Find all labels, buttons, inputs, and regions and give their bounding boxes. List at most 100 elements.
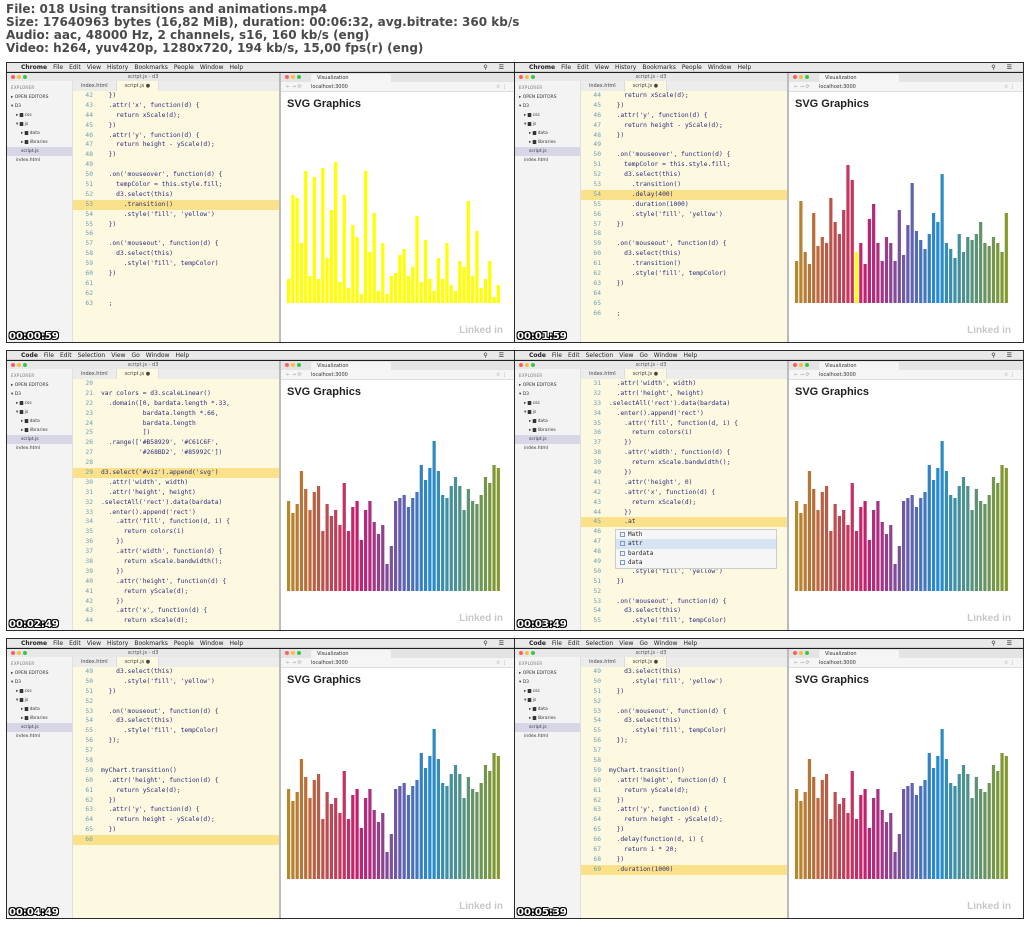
bar[interactable] — [854, 531, 859, 591]
menu-item[interactable]: Edit — [69, 639, 81, 647]
zoom-window-button[interactable] — [297, 651, 301, 655]
code-line[interactable]: 55 .style('fill', tempColor) — [73, 726, 279, 736]
bar[interactable] — [488, 261, 492, 303]
url-field[interactable]: localhost:3000 — [819, 660, 856, 666]
menu-item[interactable]: View — [619, 639, 634, 647]
bar[interactable] — [441, 279, 445, 303]
close-window-button[interactable] — [285, 651, 289, 655]
bar[interactable] — [970, 240, 974, 303]
bar[interactable] — [893, 261, 897, 303]
code-line[interactable]: 47 return height - yScale(d); — [73, 140, 279, 150]
bar[interactable] — [291, 801, 295, 879]
minimize-window-button[interactable] — [17, 75, 21, 79]
bar[interactable] — [854, 252, 859, 303]
search-icon[interactable]: ⚲ — [991, 351, 996, 359]
code-line[interactable]: 58 — [581, 229, 787, 239]
folder-d3[interactable]: ▾ D3 — [11, 392, 22, 397]
bar[interactable] — [329, 210, 334, 303]
bar[interactable] — [368, 789, 372, 879]
bar[interactable] — [342, 195, 346, 303]
bar[interactable] — [475, 792, 479, 879]
bar[interactable] — [291, 513, 295, 591]
bar[interactable] — [850, 180, 854, 303]
tab-index-html[interactable]: index.html — [581, 81, 625, 91]
bar[interactable] — [846, 813, 850, 879]
code-line[interactable]: 53 .transition() — [581, 180, 787, 190]
bar[interactable] — [325, 258, 329, 303]
code-line[interactable]: 49 d3.select(this) — [581, 667, 787, 677]
tab-script-js[interactable]: script.js ● — [116, 369, 160, 379]
bar[interactable] — [824, 486, 829, 591]
bar[interactable] — [462, 798, 466, 879]
bar[interactable] — [385, 294, 389, 303]
bar[interactable] — [957, 234, 961, 303]
bar[interactable] — [987, 495, 991, 591]
bar[interactable] — [453, 765, 458, 879]
bar[interactable] — [436, 471, 441, 591]
bar[interactable] — [479, 783, 483, 879]
code-line[interactable]: 50 .on('mouseover', function(d) { — [73, 170, 279, 180]
bar[interactable] — [906, 786, 910, 879]
menu-icon[interactable]: ☰ — [1006, 351, 1012, 359]
code-line[interactable]: 69 .duration(1000) — [581, 864, 787, 875]
bar[interactable] — [304, 489, 308, 591]
bar[interactable] — [936, 222, 940, 303]
bar[interactable] — [829, 819, 833, 879]
code-line[interactable]: 29 d3.select('#viz').append('svg') — [73, 468, 279, 478]
menu-item[interactable]: Window — [145, 351, 170, 359]
code-line[interactable]: 37 }) — [581, 438, 787, 448]
menu-item[interactable]: History — [107, 639, 129, 647]
code-line[interactable]: 58 d3.select(this) — [73, 249, 279, 259]
close-window-button[interactable] — [793, 651, 797, 655]
bar[interactable] — [850, 771, 854, 879]
bar[interactable] — [466, 201, 470, 303]
bar[interactable] — [979, 789, 983, 879]
code-line[interactable]: 31 .attr('height', height) — [73, 488, 279, 498]
browser-tab[interactable]: Visualization — [311, 650, 391, 658]
menu-icon[interactable]: ☰ — [1006, 639, 1012, 647]
folder-data[interactable]: ▸ ▆ data — [21, 419, 40, 424]
code-line[interactable]: 52 d3.select(this) — [581, 170, 787, 180]
bar[interactable] — [368, 501, 372, 591]
bar[interactable] — [355, 501, 359, 591]
bar[interactable] — [889, 813, 893, 879]
menu-item[interactable]: File — [43, 351, 54, 359]
bar[interactable] — [325, 504, 329, 591]
code-line[interactable]: 59 myChart.transition() — [73, 766, 279, 776]
bar[interactable] — [312, 177, 316, 303]
code-line[interactable]: 43 .attr('x', function(d) { — [73, 606, 279, 616]
folder-js[interactable]: ▾ ▆ js — [524, 698, 537, 703]
close-window-button[interactable] — [285, 363, 289, 367]
code-line[interactable]: 39 }) — [73, 567, 279, 577]
code-line[interactable]: 61 .transition() — [581, 259, 787, 269]
folder-js[interactable]: ▾ ▆ js — [16, 410, 29, 415]
bar[interactable] — [308, 510, 312, 591]
app-menu[interactable]: Code — [529, 351, 546, 359]
folder-js[interactable]: ▾ ▆ js — [524, 410, 537, 415]
code-line[interactable]: 55 .style('fill', tempColor) — [581, 726, 787, 736]
bar[interactable] — [479, 288, 483, 303]
code-line[interactable]: 38 .attr('width', function(d) { — [581, 448, 787, 458]
search-icon[interactable]: ⚲ — [483, 63, 488, 71]
bar[interactable] — [394, 789, 398, 879]
bar[interactable] — [346, 819, 351, 879]
minimize-window-button[interactable] — [291, 651, 295, 655]
code-line[interactable]: 44 return xScale(d); — [73, 616, 279, 626]
bar[interactable] — [914, 507, 919, 591]
code-line[interactable]: 64 — [581, 289, 787, 299]
tab-index-html[interactable]: index.html — [581, 657, 625, 667]
code-line[interactable]: 39 return xScale.bandwidth(); — [581, 458, 787, 468]
code-line[interactable]: 33 .enter().append('rect') — [73, 508, 279, 518]
close-window-button[interactable] — [793, 363, 797, 367]
bar[interactable] — [936, 756, 940, 879]
code-line[interactable]: 66 — [73, 835, 279, 846]
bar[interactable] — [850, 483, 854, 591]
tab-index-html[interactable]: index.html — [73, 657, 117, 667]
bar[interactable] — [449, 774, 453, 879]
bar[interactable] — [906, 225, 910, 303]
minimize-window-button[interactable] — [291, 75, 295, 79]
code-line[interactable]: 27 '#268BD2', '#85992C']) — [73, 448, 279, 458]
bar[interactable] — [1004, 213, 1008, 303]
autocomplete-item[interactable]: Math — [616, 530, 776, 540]
code-line[interactable]: 66 .delay(function(d, i) { — [581, 835, 787, 845]
